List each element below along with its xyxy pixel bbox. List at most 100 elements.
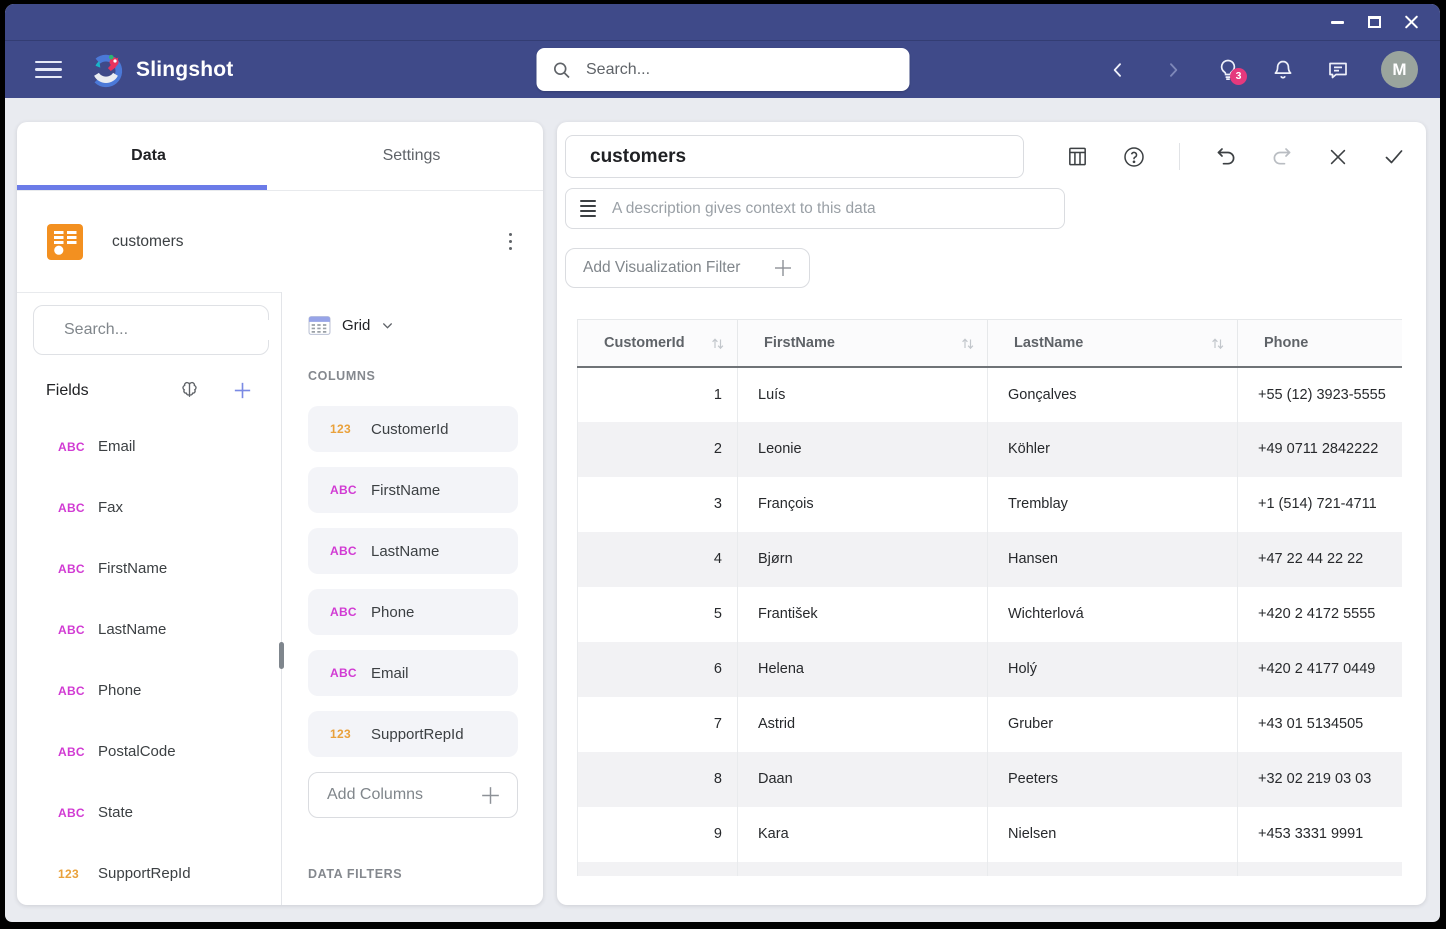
pane-resize-handle[interactable] — [279, 642, 284, 669]
notifications-button[interactable] — [1271, 58, 1295, 82]
column-chip[interactable]: ABC Phone — [308, 589, 518, 635]
table-cell[interactable] — [737, 861, 988, 876]
grid-columns-button[interactable] — [1065, 144, 1090, 169]
table-cell[interactable] — [1237, 861, 1402, 876]
ai-suggest-button[interactable] — [178, 379, 201, 402]
table-cell[interactable]: Nielsen — [987, 806, 1238, 862]
table-cell[interactable]: 5 — [577, 586, 738, 642]
table-cell[interactable]: Kara — [737, 806, 988, 862]
field-item[interactable]: ABC LastName — [17, 599, 281, 660]
table-cell[interactable]: +43 01 5134505 — [1237, 696, 1402, 752]
column-chip[interactable]: 123 CustomerId — [308, 406, 518, 452]
fields-search-box[interactable] — [33, 305, 273, 355]
table-row[interactable]: 2 Leonie Köhler +49 0711 2842222 — [577, 421, 1402, 477]
table-cell[interactable]: Gruber — [987, 696, 1238, 752]
column-header-firstname[interactable]: FirstName — [737, 319, 988, 368]
table-row[interactable]: 9 Kara Nielsen +453 3331 9991 — [577, 806, 1402, 862]
table-cell[interactable]: +453 3331 9991 — [1237, 806, 1402, 862]
tab-data[interactable]: Data — [131, 147, 166, 164]
chart-type-selector[interactable]: Grid — [308, 314, 518, 337]
nav-forward-button[interactable] — [1161, 58, 1185, 82]
table-cell[interactable]: Helena — [737, 641, 988, 697]
table-cell[interactable]: +49 0711 2842222 — [1237, 421, 1402, 477]
global-search-input[interactable] — [584, 59, 894, 80]
table-cell[interactable]: Gonçalves — [987, 366, 1238, 422]
table-cell[interactable]: 3 — [577, 476, 738, 532]
column-header-phone[interactable]: Phone — [1237, 319, 1402, 368]
table-row[interactable]: 4 Bjørn Hansen +47 22 44 22 22 — [577, 531, 1402, 587]
description-input[interactable] — [610, 198, 1050, 219]
table-row[interactable]: 8 Daan Peeters +32 02 219 03 03 — [577, 751, 1402, 807]
column-chip[interactable]: 123 SupportRepId — [308, 711, 518, 757]
add-field-button[interactable] — [231, 379, 254, 402]
column-header-customerid[interactable]: CustomerId — [577, 319, 738, 368]
table-cell[interactable]: Holý — [987, 641, 1238, 697]
discard-button[interactable] — [1325, 144, 1350, 169]
table-cell[interactable]: Wichterlová — [987, 586, 1238, 642]
description-box[interactable] — [565, 188, 1065, 229]
datasource-row[interactable]: customers — [17, 191, 543, 292]
table-cell[interactable] — [577, 861, 738, 876]
undo-button[interactable] — [1213, 144, 1238, 169]
sort-icon[interactable] — [959, 335, 976, 352]
table-cell[interactable]: +420 2 4177 0449 — [1237, 641, 1402, 697]
hamburger-menu-icon[interactable] — [35, 60, 62, 79]
datasource-menu-button[interactable] — [503, 227, 519, 257]
field-item[interactable]: ABC Fax — [17, 477, 281, 538]
help-button[interactable] — [1121, 144, 1146, 169]
table-cell[interactable]: +1 (514) 721-4711 — [1237, 476, 1402, 532]
column-chip[interactable]: ABC LastName — [308, 528, 518, 574]
table-cell[interactable]: Hansen — [987, 531, 1238, 587]
tab-settings[interactable]: Settings — [382, 147, 441, 164]
table-cell[interactable]: 2 — [577, 421, 738, 477]
sort-icon[interactable] — [1209, 335, 1226, 352]
avatar[interactable]: M — [1381, 51, 1418, 88]
add-visualization-filter-button[interactable]: Add Visualization Filter — [565, 248, 810, 288]
ideas-button[interactable]: 3 — [1216, 58, 1247, 85]
table-cell[interactable]: Peeters — [987, 751, 1238, 807]
table-cell[interactable]: Tremblay — [987, 476, 1238, 532]
table-row[interactable] — [577, 861, 1402, 876]
table-cell[interactable]: François — [737, 476, 988, 532]
table-cell[interactable]: 9 — [577, 806, 738, 862]
apply-button[interactable] — [1381, 144, 1406, 169]
column-chip[interactable]: ABC FirstName — [308, 467, 518, 513]
field-item[interactable]: 123 SupportRepId — [17, 843, 281, 904]
table-cell[interactable]: Luís — [737, 366, 988, 422]
maximize-button[interactable] — [1356, 4, 1393, 40]
table-cell[interactable]: 1 — [577, 366, 738, 422]
table-cell[interactable]: 4 — [577, 531, 738, 587]
table-row[interactable]: 7 Astrid Gruber +43 01 5134505 — [577, 696, 1402, 752]
nav-back-button[interactable] — [1106, 58, 1130, 82]
table-cell[interactable]: Astrid — [737, 696, 988, 752]
table-cell[interactable]: 6 — [577, 641, 738, 697]
visualization-title-input[interactable] — [565, 135, 1024, 178]
column-header-lastname[interactable]: LastName — [987, 319, 1238, 368]
minimize-button[interactable] — [1319, 4, 1356, 40]
field-item[interactable]: ABC Phone — [17, 660, 281, 721]
table-cell[interactable]: +32 02 219 03 03 — [1237, 751, 1402, 807]
add-columns-button[interactable]: Add Columns — [308, 772, 518, 818]
table-row[interactable]: 3 François Tremblay +1 (514) 721-4711 — [577, 476, 1402, 532]
close-button[interactable] — [1393, 4, 1430, 40]
table-cell[interactable]: +420 2 4172 5555 — [1237, 586, 1402, 642]
field-item[interactable]: ABC FirstName — [17, 538, 281, 599]
table-cell[interactable]: +55 (12) 3923-5555 — [1237, 366, 1402, 422]
column-chip[interactable]: ABC Email — [308, 650, 518, 696]
chat-button[interactable] — [1326, 58, 1350, 82]
table-cell[interactable]: Bjørn — [737, 531, 988, 587]
table-cell[interactable]: Leonie — [737, 421, 988, 477]
table-row[interactable]: 5 František Wichterlová +420 2 4172 5555 — [577, 586, 1402, 642]
table-cell[interactable]: +47 22 44 22 22 — [1237, 531, 1402, 587]
fields-search-input[interactable] — [62, 320, 273, 340]
table-row[interactable]: 6 Helena Holý +420 2 4177 0449 — [577, 641, 1402, 697]
table-cell[interactable] — [987, 861, 1238, 876]
table-cell[interactable]: Daan — [737, 751, 988, 807]
redo-button[interactable] — [1269, 144, 1294, 169]
field-item[interactable]: ABC PostalCode — [17, 721, 281, 782]
table-cell[interactable]: 7 — [577, 696, 738, 752]
field-item[interactable]: ABC Email — [17, 416, 281, 477]
table-cell[interactable]: Köhler — [987, 421, 1238, 477]
sort-icon[interactable] — [709, 335, 726, 352]
table-cell[interactable]: 8 — [577, 751, 738, 807]
